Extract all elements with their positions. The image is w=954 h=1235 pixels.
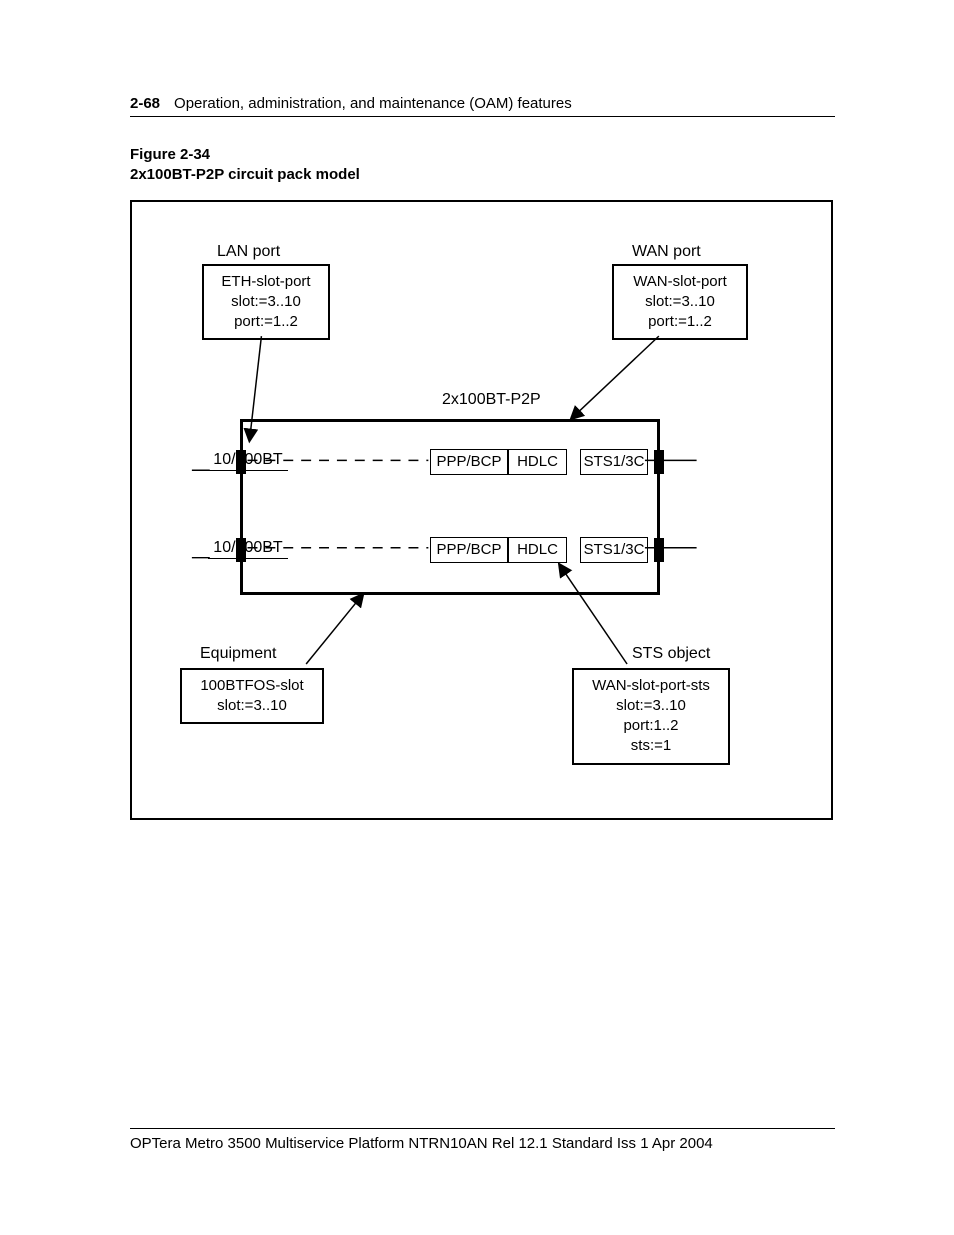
eth-box-line3: port:=1..2 (214, 312, 318, 332)
eth-box-line2: slot:=3..10 (214, 292, 318, 312)
hdlc-box-1: HDLC (508, 449, 567, 475)
right-port-tick-2 (654, 538, 664, 562)
figure-label-line1: Figure 2-34 (130, 145, 835, 165)
wan-box-line1: WAN-slot-port (624, 272, 736, 292)
lan-port-label: LAN port (217, 242, 280, 263)
right-port-tick-1 (654, 450, 664, 474)
equipment-box: 100BTFOS-slot slot:=3..10 (180, 668, 324, 725)
main-box-title: 2x100BT-P2P (442, 390, 541, 411)
section-title: Operation, administration, and maintenan… (174, 95, 572, 112)
equipment-box-line2: slot:=3..10 (192, 696, 312, 716)
left-port-tick-2 (236, 538, 246, 562)
figure-label-line2: 2x100BT-P2P circuit pack model (130, 165, 835, 185)
page-number: 2-68 (130, 95, 160, 112)
equipment-label: Equipment (200, 644, 277, 665)
sts-object-box-line4: sts:=1 (584, 736, 718, 756)
left-port-tick-1 (236, 450, 246, 474)
sts-object-box-line1: WAN-slot-port-sts (584, 676, 718, 696)
sts-object-box-line3: port:1..2 (584, 716, 718, 736)
footer-text: OPTera Metro 3500 Multiservice Platform … (130, 1135, 713, 1152)
equipment-box-line1: 100BTFOS-slot (192, 676, 312, 696)
hdlc-box-2: HDLC (508, 537, 567, 563)
diagram-frame: LAN port WAN port ETH-slot-port slot:=3.… (130, 200, 833, 820)
left-port-label-2: 10/100BT (208, 538, 288, 560)
eth-box: ETH-slot-port slot:=3..10 port:=1..2 (202, 264, 330, 341)
sts-object-label: STS object (632, 644, 710, 665)
ppp-box-1: PPP/BCP (430, 449, 508, 475)
page-header: 2-68 Operation, administration, and main… (130, 95, 835, 117)
wan-box: WAN-slot-port slot:=3..10 port:=1..2 (612, 264, 748, 341)
ppp-box-2: PPP/BCP (430, 537, 508, 563)
main-circuit-box (240, 419, 660, 595)
wan-box-line2: slot:=3..10 (624, 292, 736, 312)
eth-box-line1: ETH-slot-port (214, 272, 318, 292)
page-footer: OPTera Metro 3500 Multiservice Platform … (130, 1128, 835, 1152)
wan-box-line3: port:=1..2 (624, 312, 736, 332)
wan-port-label: WAN port (632, 242, 701, 263)
sts-object-box-line2: slot:=3..10 (584, 696, 718, 716)
page-content: 2-68 Operation, administration, and main… (130, 95, 835, 820)
left-port-label-1: 10/100BT (208, 450, 288, 472)
sts-object-box: WAN-slot-port-sts slot:=3..10 port:1..2 … (572, 668, 730, 765)
sts-box-1: STS1/3C (580, 449, 648, 475)
sts-box-2: STS1/3C (580, 537, 648, 563)
figure-caption: Figure 2-34 2x100BT-P2P circuit pack mod… (130, 145, 835, 186)
